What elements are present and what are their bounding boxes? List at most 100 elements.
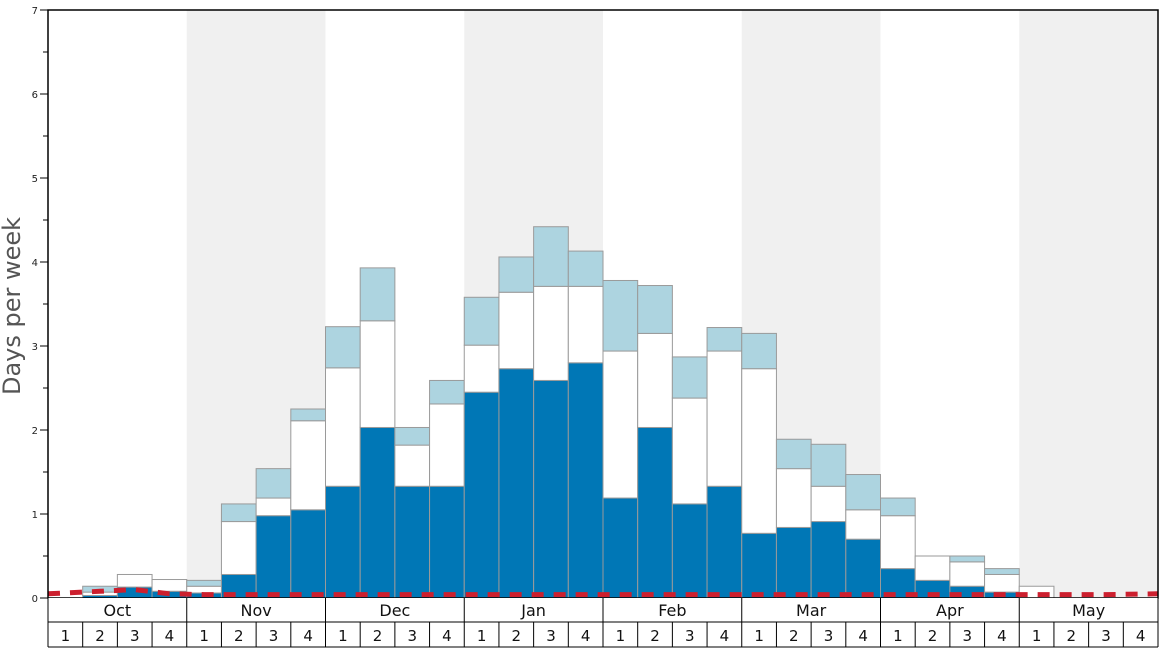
bar-segment-white <box>359 320 396 428</box>
y-tick-label: 5 <box>32 174 38 185</box>
bar-segment-dark <box>637 426 673 599</box>
bar-segment-white <box>429 403 465 487</box>
week-label: 1 <box>616 627 626 645</box>
bar-segment-light <box>533 226 569 287</box>
bar-segment-dark <box>325 485 361 599</box>
month-label: May <box>1072 601 1105 620</box>
week-label: 4 <box>165 627 175 645</box>
bars <box>82 226 1055 599</box>
bar-segment-white <box>463 344 500 393</box>
week-label: 3 <box>824 627 834 645</box>
bar-segment-dark <box>567 362 604 599</box>
bar-segment-white <box>220 521 257 575</box>
bar-segment-white <box>637 332 673 428</box>
bar-segment-white <box>671 397 708 505</box>
y-axis-label: Days per week <box>0 217 26 395</box>
bar-segment-light <box>984 568 1020 575</box>
month-label: Dec <box>379 601 410 620</box>
week-label: 2 <box>650 627 660 645</box>
week-label: 1 <box>199 627 209 645</box>
bar-segment-light <box>498 256 535 293</box>
x-axis-labels: Oct 1 2 3 4 Nov 1 2 3 4 Dec 1 2 3 4 Jan 1 2 3 4 Feb 1 2 3 4 Mar 1 2… <box>47 598 1159 648</box>
month-label: Feb <box>658 601 686 620</box>
y-tick-label: 7 <box>32 6 38 17</box>
bar-segment-white <box>602 350 639 499</box>
week-label: 3 <box>685 627 695 645</box>
bar-segment-light <box>706 327 743 352</box>
bar-segment-white <box>498 291 535 370</box>
bar-segment-white <box>290 420 326 511</box>
bar-segment-white <box>706 350 743 487</box>
bar-segment-white <box>151 579 188 592</box>
week-label: 2 <box>234 627 244 645</box>
week-label: 2 <box>512 627 522 645</box>
week-label: 1 <box>754 627 764 645</box>
y-tick-label: 1 <box>32 510 38 521</box>
bar-segment-white <box>914 555 951 581</box>
bar-segment-white <box>394 444 431 487</box>
week-label: 4 <box>442 627 452 645</box>
bar-segment-dark <box>810 521 847 599</box>
bar-segment-light <box>429 379 465 405</box>
bar-segment-light <box>810 443 847 487</box>
bar-segment-light <box>220 503 257 523</box>
week-label: 1 <box>893 627 903 645</box>
bar-segment-light <box>255 468 292 499</box>
bar-segment-light <box>602 279 639 352</box>
week-label: 2 <box>373 627 383 645</box>
bar-segment-white <box>741 368 777 534</box>
baseline-dashed-line <box>47 587 1159 598</box>
bar-segment-white <box>255 497 292 517</box>
y-tick-label: 0 <box>32 594 38 605</box>
week-label: 3 <box>962 627 972 645</box>
week-label: 1 <box>477 627 487 645</box>
bar-segment-light <box>359 267 396 322</box>
bar-segment-white <box>984 573 1020 593</box>
bar-segment-dark <box>602 497 639 599</box>
month-shade-band <box>1019 10 1158 598</box>
y-tick-label: 3 <box>32 342 38 353</box>
bar-segment-white <box>845 509 881 540</box>
week-label: 2 <box>1067 627 1077 645</box>
bar-segment-dark <box>359 426 396 599</box>
week-label: 1 <box>1032 627 1042 645</box>
week-label: 1 <box>338 627 348 645</box>
week-label: 4 <box>858 627 868 645</box>
y-tick-label: 2 <box>32 426 38 437</box>
bar-segment-white <box>567 285 604 364</box>
week-label: 4 <box>581 627 591 645</box>
bar-segment-dark <box>741 532 777 599</box>
bar-segment-light <box>880 497 916 517</box>
bar-segment-dark <box>290 509 326 599</box>
bar-segment-light <box>775 438 812 470</box>
bar-segment-light <box>325 326 361 369</box>
week-label: 4 <box>1136 627 1146 645</box>
month-label: Oct <box>104 601 132 620</box>
bar-segment-light <box>463 296 500 346</box>
month-label: Apr <box>936 601 964 620</box>
bar-segment-dark <box>498 368 535 599</box>
week-label: 3 <box>269 627 279 645</box>
bar-segment-dark <box>533 379 569 599</box>
month-label: Nov <box>241 601 272 620</box>
week-label: 3 <box>546 627 556 645</box>
bar-segment-dark <box>429 485 465 599</box>
week-label: 2 <box>95 627 105 645</box>
week-label: 3 <box>407 627 417 645</box>
y-tick-label: 6 <box>32 90 38 101</box>
bar-segment-light <box>290 408 326 422</box>
bar-segment-dark <box>706 485 743 599</box>
bar-segment-light <box>186 579 222 587</box>
week-label: 1 <box>61 627 71 645</box>
bar-segment-light <box>637 285 673 334</box>
week-label: 2 <box>789 627 799 645</box>
bar-segment-light <box>949 555 986 563</box>
bar-segment-white <box>186 585 222 594</box>
bar-segment-dark <box>394 485 431 599</box>
month-label: Mar <box>796 601 827 620</box>
bar-segment-dark <box>775 526 812 599</box>
bar-segment-light <box>671 356 708 399</box>
bar-segment-white <box>880 515 916 570</box>
bar-segment-white <box>325 367 361 487</box>
